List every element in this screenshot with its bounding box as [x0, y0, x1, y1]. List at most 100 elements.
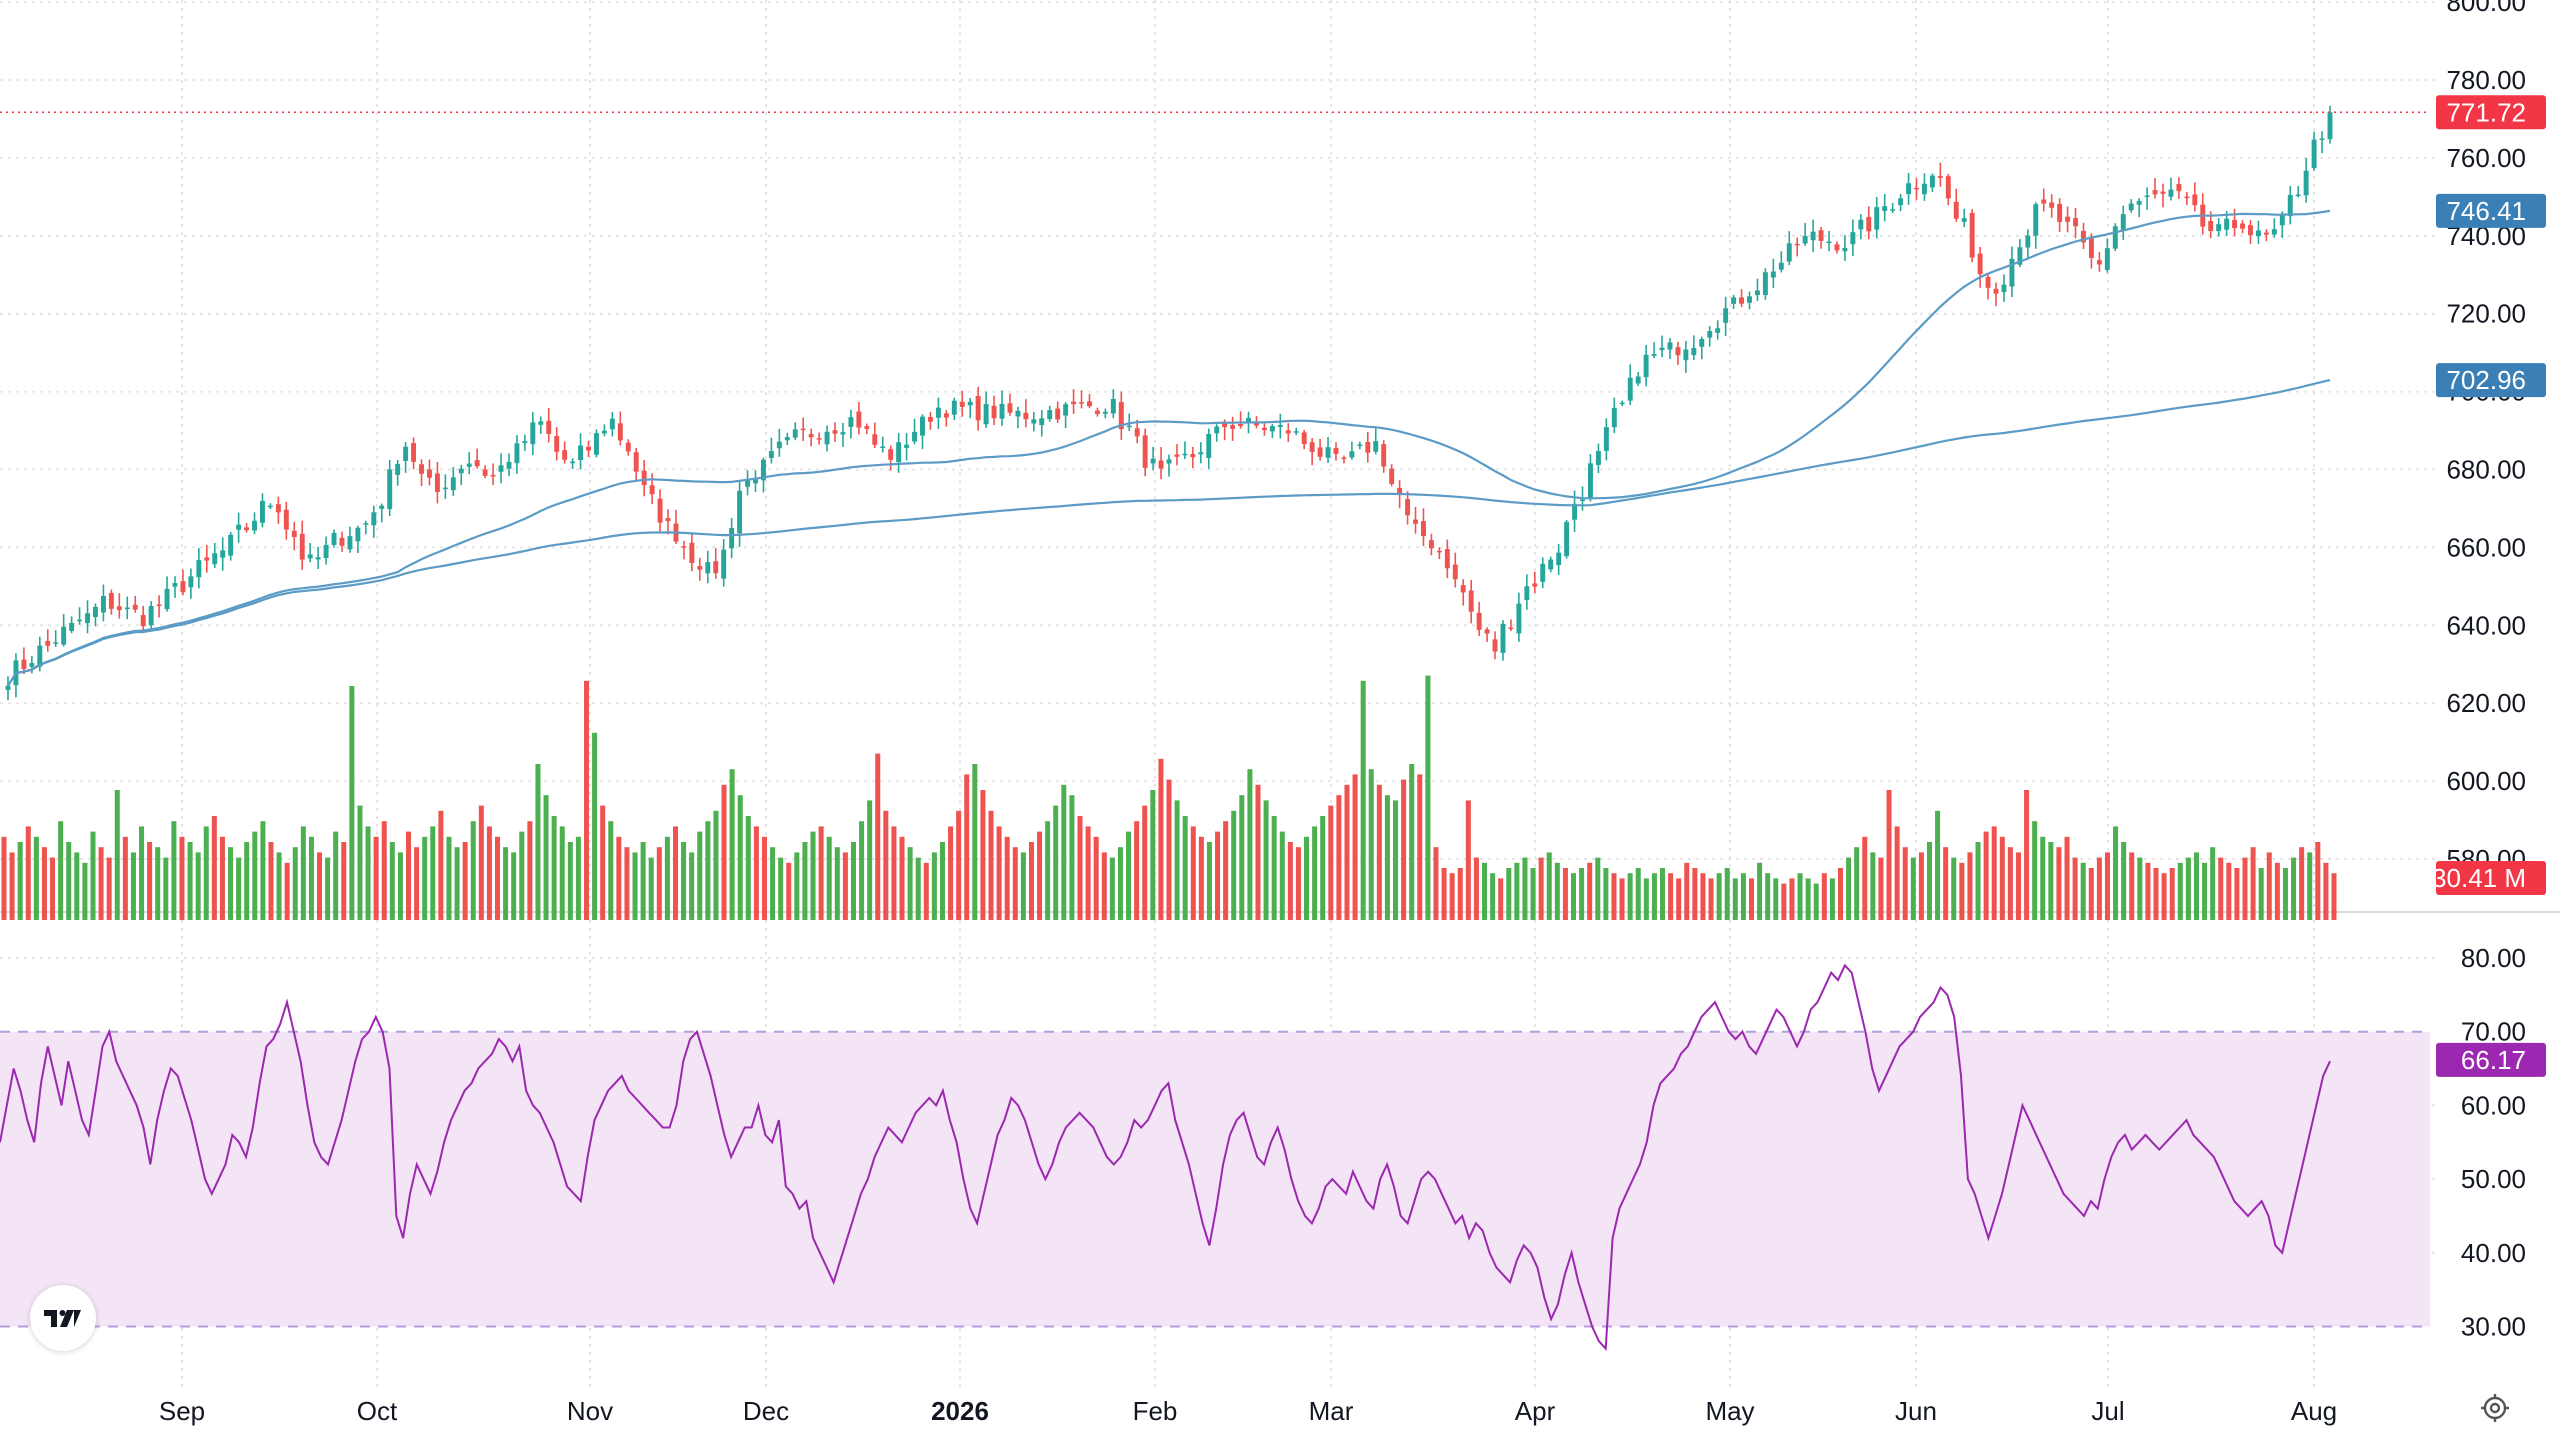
candle-body	[1198, 452, 1204, 455]
candle-body	[1174, 454, 1180, 457]
volume-bar	[1910, 857, 1916, 920]
volume-bar	[317, 852, 323, 920]
volume-bar	[1457, 868, 1463, 920]
volume-bar	[640, 842, 646, 920]
candle-body	[1874, 207, 1880, 230]
candle-body	[1428, 540, 1434, 549]
volume-bar	[834, 847, 840, 920]
volume-bar	[365, 826, 371, 920]
volume-bar	[1384, 795, 1390, 920]
tradingview-logo-icon	[44, 1310, 81, 1327]
volume-bar	[1862, 836, 1868, 920]
volume-bar	[381, 821, 387, 920]
volume-bar	[2266, 852, 2272, 920]
price-tick-label: 720.00	[2446, 299, 2526, 329]
volume-bar	[535, 764, 541, 920]
candle-body	[164, 588, 170, 610]
volume-bar	[891, 826, 897, 920]
candle-body	[1158, 460, 1164, 469]
candle-body	[1683, 349, 1689, 361]
candle-body	[498, 465, 504, 472]
volume-bar	[543, 795, 549, 920]
candle-body	[1031, 419, 1037, 424]
volume-bar	[794, 852, 800, 920]
volume-bar	[1692, 868, 1698, 920]
candle-body	[641, 470, 647, 486]
volume-bar	[1999, 836, 2005, 920]
volume-bar	[397, 852, 403, 920]
volume-bar	[1959, 862, 1965, 920]
candle-body	[1190, 454, 1196, 458]
candle-body	[959, 401, 965, 407]
time-tick-label: Aug	[2291, 1396, 2337, 1426]
candle-body	[1826, 241, 1832, 244]
volume-bar	[1805, 878, 1811, 920]
volume-bar	[527, 821, 533, 920]
gear-icon	[2481, 1394, 2509, 1422]
volume-bar	[2210, 847, 2216, 920]
rsi-tick-label: 70.00	[2461, 1017, 2526, 1047]
volume-bar	[1708, 878, 1714, 920]
volume-bar	[1902, 847, 1908, 920]
volume-bar	[2007, 847, 2013, 920]
candle-body	[2041, 199, 2047, 204]
volume-bar	[1190, 826, 1196, 920]
candle-body	[546, 420, 552, 434]
volume-bar	[1150, 790, 1156, 920]
volume-bar	[1554, 862, 1560, 920]
volume-bar	[1198, 836, 1204, 920]
price-tick-label: 760.00	[2446, 143, 2526, 173]
candle-body	[2295, 194, 2301, 197]
volume-bar	[802, 842, 808, 920]
volume-bar	[931, 852, 937, 920]
candle-body	[872, 434, 878, 445]
candle-body	[1317, 447, 1323, 457]
volume-bar	[996, 826, 1002, 920]
candle-body	[2303, 170, 2309, 196]
volume-bar	[2048, 842, 2054, 920]
volume-bar	[163, 857, 169, 920]
candle-body	[2176, 184, 2182, 192]
volume-bar	[1991, 826, 1997, 920]
volume-bar	[1004, 836, 1010, 920]
candle-body	[1810, 231, 1816, 241]
volume-bar	[1773, 878, 1779, 920]
rsi-value-label: 66.17	[2436, 1042, 2546, 1077]
volume-bar	[907, 847, 913, 920]
settings-button[interactable]	[2478, 1391, 2512, 1425]
candle-body	[2088, 237, 2094, 258]
candle-body	[864, 426, 870, 429]
volume-bar	[1223, 821, 1229, 920]
candle-body	[1484, 629, 1490, 634]
candle-body	[665, 518, 671, 522]
volume-bar	[1635, 868, 1641, 920]
volume-bar	[9, 852, 15, 920]
candle-body	[2065, 216, 2071, 222]
volume-bar	[292, 847, 298, 920]
candle-body	[1611, 407, 1617, 428]
candle-body	[29, 663, 35, 667]
volume-bar	[252, 831, 258, 920]
candle-body	[943, 413, 949, 418]
candle-body	[991, 405, 997, 419]
tradingview-logo-button[interactable]	[30, 1285, 96, 1351]
candle-body	[1778, 262, 1784, 270]
rsi-band	[0, 1031, 2430, 1327]
candle-body	[1055, 408, 1061, 420]
candle-body	[522, 441, 528, 444]
candle-body	[1969, 212, 1975, 258]
sma50-label: 746.41	[2436, 193, 2546, 228]
candle-body	[275, 504, 281, 513]
candle-body	[220, 550, 226, 558]
candle-body	[434, 473, 440, 492]
volume-bar	[721, 784, 727, 920]
last-price-label-box	[2436, 95, 2546, 130]
candle-body	[2224, 218, 2230, 230]
volume-bar	[406, 831, 412, 920]
volume-bar	[1935, 810, 1941, 920]
volume-bar	[1951, 857, 1957, 920]
volume-bar	[462, 842, 468, 920]
volume-bar	[1012, 847, 1018, 920]
